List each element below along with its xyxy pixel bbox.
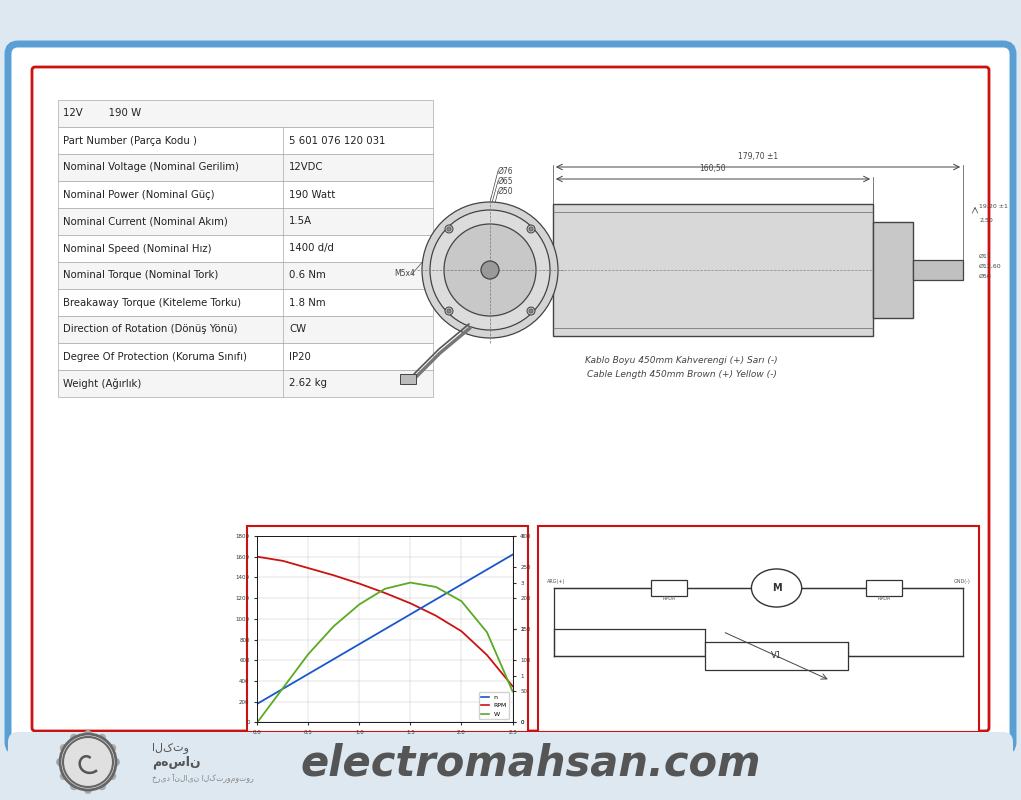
Text: Ø11: Ø11: [979, 254, 991, 259]
Bar: [58, 100, 433, 127]
Text: مهسان: مهسان: [152, 755, 200, 769]
Circle shape: [98, 782, 106, 790]
Circle shape: [56, 758, 64, 766]
Text: Cable Length 450mm Brown (+) Yellow (-): Cable Length 450mm Brown (+) Yellow (-): [586, 370, 776, 379]
Bar: [704, 642, 848, 670]
Text: 0.6 Nm: 0.6 Nm: [289, 270, 326, 281]
Circle shape: [112, 758, 120, 766]
Text: Nominal Power (Nominal Güç): Nominal Power (Nominal Güç): [63, 190, 214, 199]
Text: Ø50: Ø50: [979, 274, 991, 279]
Text: ARG(+): ARG(+): [547, 578, 566, 583]
Text: 179,70 ±1: 179,70 ±1: [738, 152, 778, 161]
Text: V1: V1: [771, 651, 782, 661]
Bar: [913, 260, 963, 280]
Text: 19,20 ±1: 19,20 ±1: [979, 204, 1008, 209]
Circle shape: [527, 307, 535, 315]
Text: 12V        190 W: 12V 190 W: [63, 109, 141, 118]
Text: Degree Of Protection (Koruma Sınıfı): Degree Of Protection (Koruma Sınıfı): [63, 351, 247, 362]
Circle shape: [529, 227, 533, 231]
Text: Nominal Torque (Nominal Tork): Nominal Torque (Nominal Tork): [63, 270, 218, 281]
Text: Part Number (Parça Kodu ): Part Number (Parça Kodu ): [63, 135, 197, 146]
Circle shape: [70, 734, 78, 742]
Bar: [58, 154, 433, 181]
Bar: [58, 370, 433, 397]
Text: 190 Watt: 190 Watt: [289, 190, 335, 199]
Circle shape: [60, 734, 116, 790]
Text: 1400 d/d: 1400 d/d: [289, 243, 334, 254]
FancyBboxPatch shape: [8, 732, 1013, 800]
Bar: [58, 208, 433, 235]
Circle shape: [60, 744, 67, 752]
Text: 160,50: 160,50: [699, 164, 726, 173]
Text: 5 601 076 120 031: 5 601 076 120 031: [289, 135, 385, 146]
Circle shape: [63, 737, 113, 787]
Circle shape: [445, 225, 453, 233]
Bar: [58, 235, 433, 262]
Bar: [58, 316, 433, 343]
Text: Nominal Current (Nominal Akım): Nominal Current (Nominal Akım): [63, 217, 228, 226]
Circle shape: [430, 210, 550, 330]
Bar: [58, 181, 433, 208]
Circle shape: [60, 772, 67, 780]
Legend: n, RPM, W: n, RPM, W: [479, 692, 509, 719]
Bar: [553, 204, 873, 336]
Text: Breakaway Torque (Kiteleme Torku): Breakaway Torque (Kiteleme Torku): [63, 298, 241, 307]
Text: Ø76: Ø76: [498, 167, 514, 176]
Circle shape: [84, 730, 92, 738]
Bar: [58, 127, 433, 154]
Circle shape: [751, 569, 801, 607]
Circle shape: [447, 227, 451, 231]
Text: Kablo Boyu 450mm Kahverengi (+) Sarı (-): Kablo Boyu 450mm Kahverengi (+) Sarı (-): [585, 356, 778, 365]
Bar: [58, 262, 433, 289]
Text: RPDA: RPDA: [663, 596, 676, 602]
FancyBboxPatch shape: [247, 526, 528, 732]
Text: 1.5A: 1.5A: [289, 217, 312, 226]
Bar: [651, 580, 687, 596]
Circle shape: [445, 307, 453, 315]
Text: IP20: IP20: [289, 351, 310, 362]
FancyBboxPatch shape: [32, 67, 989, 731]
Text: GND(-): GND(-): [954, 578, 970, 583]
Circle shape: [527, 225, 535, 233]
Text: CW: CW: [289, 325, 306, 334]
Text: Ø50: Ø50: [498, 187, 514, 196]
Text: 1.8 Nm: 1.8 Nm: [289, 298, 326, 307]
Text: M5x4: M5x4: [394, 269, 415, 278]
Text: Weight (Ağırlık): Weight (Ağırlık): [63, 378, 141, 389]
Text: Ø12,60: Ø12,60: [979, 264, 1002, 269]
Text: Nominal Speed (Nominal Hız): Nominal Speed (Nominal Hız): [63, 243, 211, 254]
Circle shape: [98, 734, 106, 742]
Text: electromahsan.com: electromahsan.com: [300, 743, 762, 785]
Bar: [873, 222, 913, 318]
Text: الکتو: الکتو: [152, 742, 189, 754]
Bar: [58, 289, 433, 316]
Circle shape: [108, 772, 116, 780]
Circle shape: [84, 786, 92, 794]
Text: 2.62 kg: 2.62 kg: [289, 378, 327, 389]
Circle shape: [422, 202, 558, 338]
Bar: [58, 343, 433, 370]
Text: RPDA: RPDA: [878, 596, 891, 602]
Text: Nominal Voltage (Nominal Gerilim): Nominal Voltage (Nominal Gerilim): [63, 162, 239, 173]
Bar: [866, 580, 903, 596]
FancyBboxPatch shape: [538, 526, 979, 732]
Text: Direction of Rotation (Dönüş Yönü): Direction of Rotation (Dönüş Yönü): [63, 325, 238, 334]
Circle shape: [481, 261, 499, 279]
Circle shape: [108, 744, 116, 752]
Circle shape: [447, 309, 451, 313]
Text: خرید آنلاین الکتروموتور: خرید آنلاین الکتروموتور: [152, 774, 254, 782]
Text: 2,50: 2,50: [979, 218, 992, 223]
Text: Ø65: Ø65: [498, 177, 514, 186]
FancyBboxPatch shape: [8, 44, 1013, 752]
Circle shape: [529, 309, 533, 313]
Circle shape: [70, 782, 78, 790]
Circle shape: [444, 224, 536, 316]
Text: 12VDC: 12VDC: [289, 162, 324, 173]
Text: M: M: [772, 583, 781, 593]
Bar: [400, 374, 416, 384]
